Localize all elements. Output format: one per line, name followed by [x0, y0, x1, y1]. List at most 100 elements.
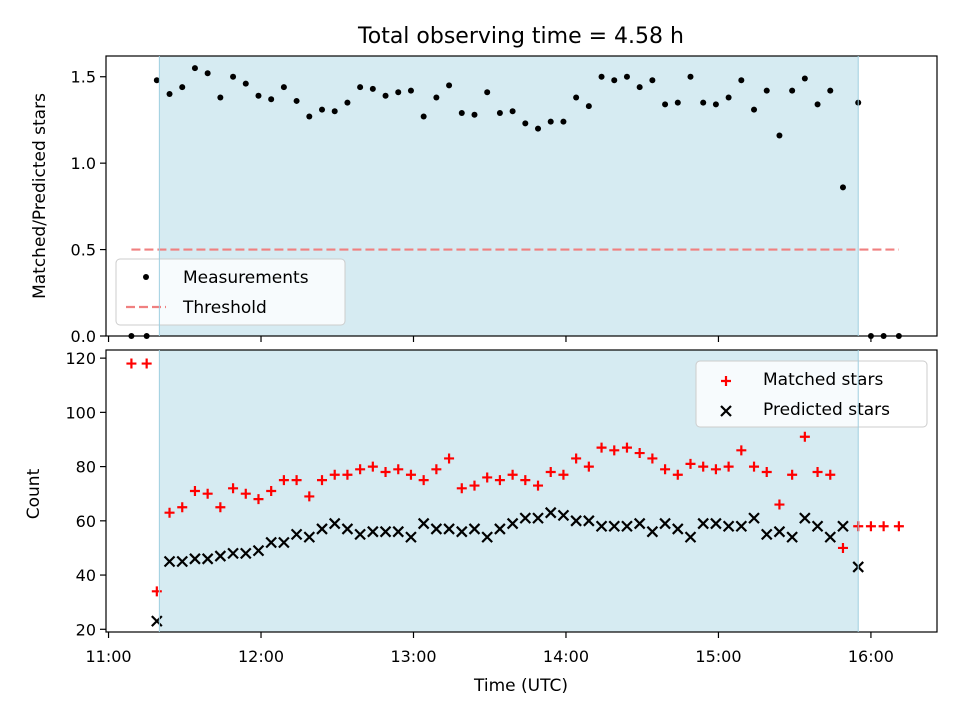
predicted-star-point: [811, 520, 824, 533]
x-tick-label: 14:00: [543, 647, 589, 666]
matched-star-point: [240, 488, 251, 499]
matched-star-point: [571, 453, 582, 464]
matched-star-point: [799, 431, 810, 442]
predicted-star-point: [239, 547, 252, 560]
matched-star-point: [533, 480, 544, 491]
measurement-point: [573, 94, 580, 101]
predicted-star-point: [252, 544, 265, 557]
matched-star-point: [660, 464, 671, 475]
top-y-axis-label: Matched/Predicted stars: [30, 93, 50, 299]
measurement-point: [509, 108, 516, 115]
matched-star-point: [126, 358, 137, 369]
measurement-point: [598, 73, 605, 80]
measurement-point: [153, 77, 160, 84]
matched-star-point: [393, 464, 404, 475]
measurement-point: [420, 113, 427, 120]
predicted-star-point: [189, 553, 201, 565]
matched-star-point: [355, 464, 366, 475]
predicted-star-point: [646, 525, 659, 538]
top-marks: [128, 65, 902, 339]
predicted-star-point: [748, 512, 760, 524]
predicted-star-point: [659, 517, 671, 530]
legend-marker-measurements: [143, 274, 149, 280]
predicted-star-point: [786, 531, 798, 543]
measurement-point: [700, 99, 707, 106]
measurement-point: [446, 82, 453, 89]
predicted-star-point: [773, 525, 786, 538]
matched-star-point: [342, 469, 353, 480]
measurement-point: [242, 80, 249, 87]
predicted-star-point: [341, 523, 354, 535]
top-panel: 0.0 0.5 1.0 1.5 Matched/Predicted stars Mea…: [30, 55, 938, 346]
predicted-star-point: [265, 536, 277, 549]
predicted-star-point: [595, 520, 608, 533]
predicted-star-point: [570, 515, 582, 527]
predicted-star-point: [710, 517, 722, 530]
y-tick-label: 60: [76, 512, 96, 531]
predicted-star-point: [227, 547, 239, 560]
legend-marker-predicted: [720, 405, 732, 417]
matched-star-point: [825, 469, 836, 480]
top-legend: Measurements Threshold: [115, 258, 346, 326]
predicted-star-point: [824, 531, 837, 543]
bottom-axes-frame: [105, 349, 938, 633]
predicted-star-point: [697, 517, 709, 530]
predicted-star-point: [735, 520, 748, 533]
matched-star-point: [507, 469, 518, 480]
matched-star-point: [418, 475, 429, 486]
matched-star-point: [761, 467, 772, 478]
matched-star-point: [469, 480, 480, 491]
measurement-point: [649, 77, 656, 84]
measurement-point: [369, 85, 376, 92]
matched-star-point: [812, 467, 823, 478]
matched-star-point: [253, 494, 264, 505]
matched-star-point: [482, 472, 493, 483]
measurement-point: [255, 92, 262, 99]
legend-box: [115, 258, 346, 326]
predicted-star-point: [417, 517, 430, 530]
predicted-star-point: [722, 520, 735, 533]
matched-star-point: [444, 453, 455, 464]
measurement-point: [395, 89, 402, 96]
predicted-star-point: [443, 523, 455, 535]
matched-star-point: [520, 475, 531, 486]
y-tick-label: 0.0: [71, 327, 96, 346]
measurement-point: [560, 118, 567, 125]
predicted-star-point: [519, 512, 532, 524]
x-axis: 11:00 12:00 13:00 14:00 15:00 16:00: [85, 632, 894, 666]
matched-star-point: [865, 521, 876, 532]
matched-star-point: [634, 448, 645, 459]
matched-star-point: [787, 469, 798, 480]
matched-star-point: [202, 488, 213, 499]
measurement-point: [496, 110, 503, 117]
measurement-point: [268, 96, 275, 103]
matched-star-point: [405, 469, 416, 480]
predicted-star-point: [405, 531, 417, 543]
predicted-star-point: [316, 523, 328, 535]
matched-star-point: [609, 445, 620, 456]
matched-star-point: [558, 469, 569, 480]
x-tick-label: 13:00: [390, 647, 436, 666]
matched-star-point: [164, 507, 175, 518]
predicted-star-point: [201, 553, 214, 565]
measurement-point: [280, 84, 287, 91]
matched-star-point: [266, 486, 277, 496]
x-tick-label: 11:00: [85, 647, 131, 666]
predicted-star-point: [328, 517, 341, 530]
measurement-point: [293, 97, 300, 104]
measurement-point: [674, 99, 681, 106]
x-tick-label: 16:00: [848, 647, 894, 666]
measurement-point: [763, 87, 770, 94]
matched-star-point: [596, 442, 607, 453]
measurement-point: [687, 73, 694, 80]
matched-star-point: [177, 502, 188, 513]
measurement-point: [712, 101, 719, 108]
legend-label-matched: Matched stars: [763, 370, 883, 390]
measurement-point: [433, 94, 440, 101]
matched-star-point: [878, 521, 889, 532]
predicted-star-point: [532, 512, 544, 524]
matched-star-point: [698, 461, 709, 472]
matched-star-point: [710, 464, 721, 475]
predicted-star-point: [608, 520, 621, 533]
measurement-point: [827, 87, 834, 94]
